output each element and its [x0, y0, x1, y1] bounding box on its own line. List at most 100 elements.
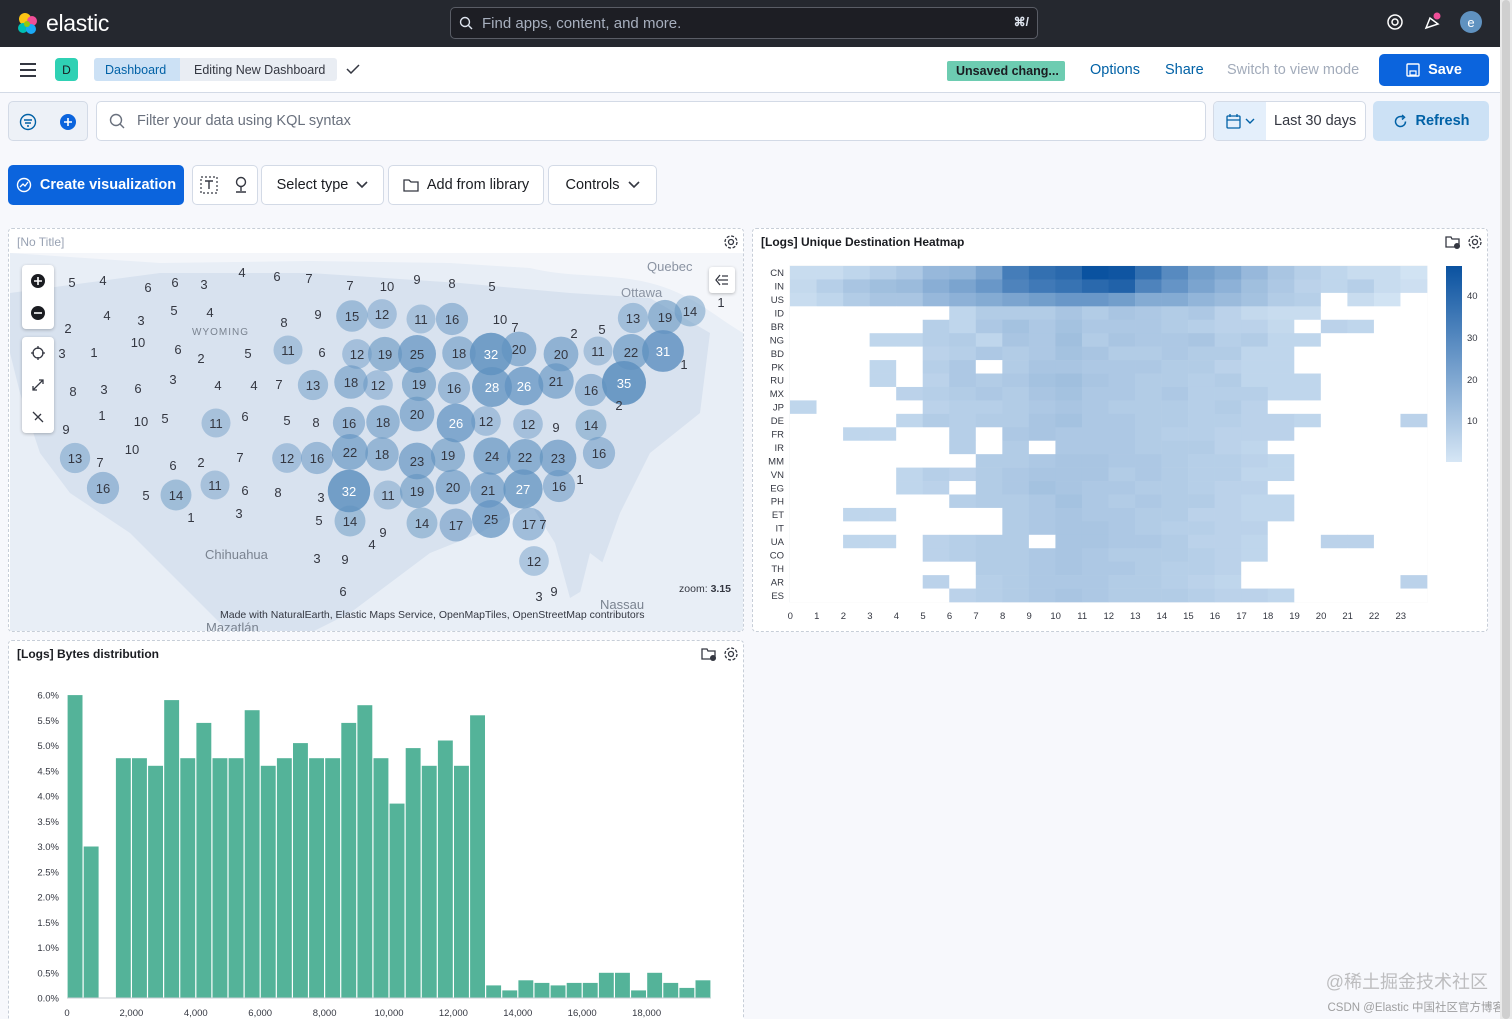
- fullscreen-button[interactable]: [22, 369, 54, 401]
- heatmap-cell[interactable]: [869, 454, 897, 468]
- heatmap-cell[interactable]: [790, 561, 817, 576]
- heatmap-cell[interactable]: [1320, 561, 1348, 576]
- heatmap-cell[interactable]: [1028, 319, 1056, 334]
- heatmap-cell[interactable]: [1267, 386, 1295, 401]
- heatmap-cell[interactable]: [1161, 333, 1189, 347]
- cluster-bubble[interactable]: [472, 367, 512, 407]
- heatmap-cell[interactable]: [816, 588, 844, 603]
- heatmap-cell[interactable]: [1135, 588, 1162, 603]
- heatmap-cell[interactable]: [975, 360, 1003, 374]
- histogram-bar[interactable]: [647, 972, 663, 998]
- heatmap-cell[interactable]: [949, 306, 977, 321]
- heatmap-cell[interactable]: [1373, 413, 1401, 428]
- heatmap-cell[interactable]: [1241, 373, 1269, 388]
- heatmap-cell[interactable]: [975, 319, 1003, 334]
- check-icon[interactable]: [346, 64, 360, 74]
- zoom-in-button[interactable]: [22, 265, 54, 297]
- heatmap-cell[interactable]: [922, 386, 950, 401]
- heatmap-cell[interactable]: [1214, 588, 1242, 603]
- heatmap-cell[interactable]: [1002, 373, 1030, 388]
- heatmap-cell[interactable]: [1347, 346, 1375, 361]
- heatmap-cell[interactable]: [1241, 346, 1269, 361]
- breadcrumb-dashboard[interactable]: Dashboard: [94, 58, 181, 81]
- heatmap-cell[interactable]: [816, 413, 844, 428]
- heatmap-cell[interactable]: [1294, 575, 1322, 589]
- histogram-bar[interactable]: [212, 758, 228, 998]
- heatmap-cell[interactable]: [949, 413, 977, 428]
- heatmap-cell[interactable]: [1002, 386, 1030, 401]
- heatmap-cell[interactable]: [869, 561, 897, 576]
- heatmap-cell[interactable]: [1108, 534, 1136, 549]
- map-attribution[interactable]: Made with NaturalEarth, Elastic Maps Ser…: [220, 609, 645, 621]
- heatmap-cell[interactable]: [1241, 454, 1269, 468]
- cluster-bubble[interactable]: [539, 439, 577, 477]
- heatmap-cell[interactable]: [1028, 279, 1056, 294]
- heatmap-cell[interactable]: [1002, 507, 1030, 522]
- heatmap-cell[interactable]: [1161, 427, 1189, 442]
- heatmap-cell[interactable]: [1002, 548, 1030, 562]
- heatmap-cell[interactable]: [790, 386, 817, 401]
- heatmap-cell[interactable]: [1135, 319, 1162, 334]
- heatmap-cell[interactable]: [1373, 386, 1401, 401]
- heatmap-cell[interactable]: [1320, 534, 1348, 549]
- heatmap-cell[interactable]: [1108, 319, 1136, 334]
- heatmap-cell[interactable]: [975, 386, 1003, 401]
- heatmap-cell[interactable]: [1028, 413, 1056, 428]
- heatmap-cell[interactable]: [1161, 467, 1189, 482]
- library-icon[interactable]: [701, 646, 717, 662]
- heatmap-cell[interactable]: [1320, 521, 1348, 536]
- heatmap-cell[interactable]: [1135, 507, 1162, 522]
- heatmap-cell[interactable]: [1267, 266, 1295, 280]
- heatmap-cell[interactable]: [1108, 494, 1136, 509]
- heatmap-cell[interactable]: [896, 548, 924, 562]
- histogram-bar[interactable]: [357, 705, 373, 998]
- histogram-bar[interactable]: [502, 990, 518, 998]
- histogram-bar[interactable]: [132, 758, 147, 998]
- heatmap-cell[interactable]: [1294, 373, 1322, 388]
- heatmap-cell[interactable]: [949, 360, 977, 374]
- heatmap-cell[interactable]: [1267, 507, 1295, 522]
- heatmap-cell[interactable]: [1267, 494, 1295, 509]
- heatmap-cell[interactable]: [1028, 588, 1056, 603]
- heatmap-cell[interactable]: [949, 575, 977, 589]
- heatmap-cell[interactable]: [1347, 467, 1375, 482]
- heatmap-cell[interactable]: [1028, 494, 1056, 509]
- heatmap-cell[interactable]: [1241, 400, 1269, 415]
- histogram-bar[interactable]: [631, 990, 646, 998]
- heatmap-cell[interactable]: [922, 319, 950, 334]
- heatmap-cell[interactable]: [1400, 507, 1428, 522]
- heatmap-cell[interactable]: [1373, 575, 1401, 589]
- heatmap-cell[interactable]: [1320, 481, 1348, 495]
- heatmap-cell[interactable]: [1347, 454, 1375, 468]
- heatmap-cell[interactable]: [1400, 346, 1428, 361]
- heatmap-cell[interactable]: [1400, 467, 1428, 482]
- heatmap-cell[interactable]: [896, 306, 924, 321]
- heatmap-cell[interactable]: [1214, 534, 1242, 549]
- heatmap-cell[interactable]: [896, 413, 924, 428]
- switch-view-mode-link[interactable]: Switch to view mode: [1227, 62, 1360, 78]
- news-feed-icon[interactable]: [1422, 12, 1442, 32]
- heatmap-cell[interactable]: [1055, 360, 1083, 374]
- heatmap-cell[interactable]: [1002, 400, 1030, 415]
- cluster-bubble[interactable]: [506, 438, 544, 476]
- heatmap-cell[interactable]: [1347, 440, 1375, 455]
- heatmap-cell[interactable]: [1294, 454, 1322, 468]
- heatmap-cell[interactable]: [869, 534, 897, 549]
- create-visualization-button[interactable]: Create visualization: [8, 165, 184, 205]
- heatmap-cell[interactable]: [1055, 266, 1083, 280]
- heatmap-cell[interactable]: [1161, 373, 1189, 388]
- heatmap-cell[interactable]: [1214, 386, 1242, 401]
- heatmap-cell[interactable]: [1108, 279, 1136, 294]
- heatmap-cell[interactable]: [1214, 400, 1242, 415]
- heatmap-cell[interactable]: [896, 440, 924, 455]
- histogram-bar[interactable]: [566, 982, 582, 998]
- heatmap-cell[interactable]: [1400, 266, 1428, 280]
- cluster-bubble[interactable]: [542, 469, 576, 503]
- heatmap-cell[interactable]: [1108, 373, 1136, 388]
- heatmap-chart[interactable]: CN IN US ID BR NG BD PK RU MX JP DE FR IR MM VN EG PH ET IT…: [753, 253, 1488, 631]
- heatmap-cell[interactable]: [975, 494, 1003, 509]
- heatmap-cell[interactable]: [1294, 440, 1322, 455]
- heatmap-cell[interactable]: [1055, 386, 1083, 401]
- heatmap-cell[interactable]: [1188, 440, 1215, 455]
- heatmap-cell[interactable]: [1081, 454, 1109, 468]
